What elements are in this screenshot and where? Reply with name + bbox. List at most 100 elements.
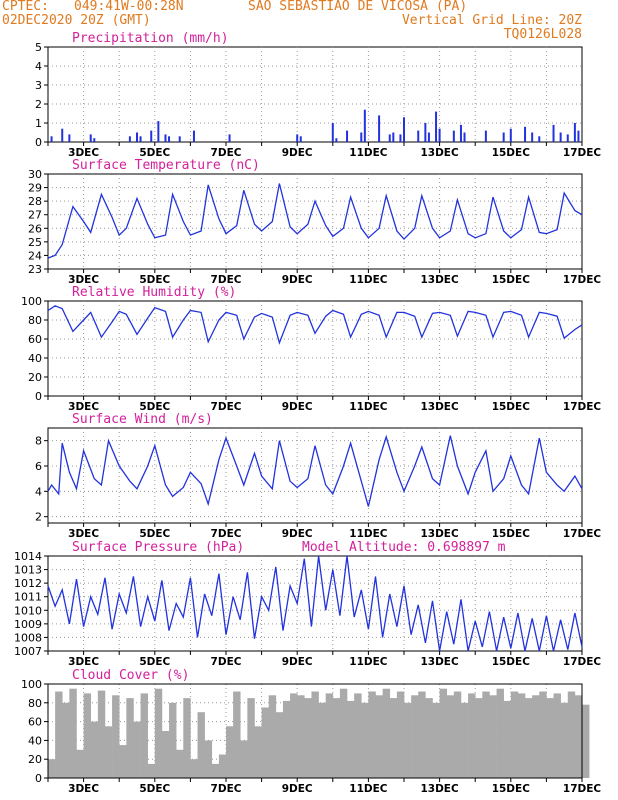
cloud-bar xyxy=(354,693,362,778)
cloud-bar xyxy=(126,698,134,778)
y-tick-label: 1013 xyxy=(14,564,42,577)
precip-bar xyxy=(566,134,569,142)
panel-5: Surface Pressure (hPa) Model Altitude: 0.… xyxy=(14,540,601,668)
precip-bar xyxy=(424,123,427,142)
x-tick-label: 13DEC xyxy=(420,147,459,159)
x-tick-label: 3DEC xyxy=(68,274,99,286)
cloud-bar xyxy=(517,693,526,778)
precip-bar xyxy=(524,126,527,142)
x-tick-label: 3DEC xyxy=(68,401,99,413)
y-tick-label: 20 xyxy=(28,753,42,766)
plot-frame xyxy=(47,300,583,397)
precip-bar xyxy=(452,130,455,142)
precip-bar xyxy=(168,136,171,142)
cloud-bar xyxy=(211,763,220,778)
y-tick-label: 5 xyxy=(35,41,42,54)
cloud-bar xyxy=(311,691,319,778)
cloud-bar xyxy=(275,712,284,778)
panel-annotation: Model Altitude: 0.698897 m xyxy=(302,540,506,555)
cloud-bar xyxy=(396,691,405,778)
precip-bar xyxy=(136,132,138,142)
y-tick-label: 1008 xyxy=(14,631,42,644)
cloud-bar xyxy=(453,691,462,778)
y-tick-label: 60 xyxy=(28,716,42,729)
x-tick-label: 7DEC xyxy=(211,401,242,413)
y-tick-label: 1012 xyxy=(14,577,42,590)
cloud-bar xyxy=(240,740,248,778)
y-tick-label: 80 xyxy=(28,314,42,327)
cloud-bar xyxy=(190,759,198,778)
cloud-bar xyxy=(496,688,504,778)
precip-bar xyxy=(68,134,71,142)
cloud-bar xyxy=(553,693,561,778)
precip-bar xyxy=(573,123,576,142)
x-tick-label: 11DEC xyxy=(349,783,388,795)
x-tick-label: 11DEC xyxy=(349,147,388,159)
y-tick-label: 0 xyxy=(35,390,42,403)
x-tick-label: 15DEC xyxy=(492,656,531,668)
series-line xyxy=(47,305,583,345)
y-tick-label: 28 xyxy=(28,195,42,208)
cloud-bar xyxy=(183,698,191,778)
y-tick-label: 0 xyxy=(35,772,42,785)
cloud-bar xyxy=(76,749,84,778)
precip-bar xyxy=(378,115,381,142)
cloud-bar xyxy=(233,691,241,778)
x-tick-label: 17DEC xyxy=(563,656,602,668)
panel-title: Cloud Cover (%) xyxy=(72,668,189,683)
cloud-bar xyxy=(439,688,448,778)
x-tick-label: 5DEC xyxy=(139,401,170,413)
chart-header: CPTEC: 049:41W-00:28N SAO SEBASTIAO DE V… xyxy=(0,0,618,42)
cloud-bar xyxy=(460,702,469,778)
cloud-bar xyxy=(546,698,554,778)
y-tick-label: 25 xyxy=(28,236,42,249)
x-tick-label: 15DEC xyxy=(492,783,531,795)
precip-bar xyxy=(363,109,366,142)
cloud-bar xyxy=(332,698,341,778)
precip-bar xyxy=(392,132,395,142)
cloud-bar xyxy=(432,702,440,778)
cloud-bar xyxy=(133,721,141,778)
cloud-bar xyxy=(567,691,576,778)
cloud-bar xyxy=(510,691,519,778)
cloud-bar xyxy=(297,695,305,778)
precip-bar xyxy=(463,132,466,142)
precip-bar xyxy=(150,130,153,142)
precip-bar xyxy=(128,136,131,142)
cloud-bar xyxy=(539,691,547,778)
cloud-bar xyxy=(226,726,234,778)
y-tick-label: 80 xyxy=(28,697,42,710)
y-tick-label: 100 xyxy=(21,678,42,691)
precip-bar xyxy=(531,132,534,142)
precip-bar xyxy=(427,132,430,142)
cloud-bar xyxy=(154,688,163,778)
panel-3: Relative Humidity (%) 0 20 40 60 80 100 3DEC 5DE… xyxy=(21,285,601,413)
y-tick-label: 30 xyxy=(28,168,42,181)
precip-bar xyxy=(502,132,505,142)
x-tick-label: 9DEC xyxy=(282,147,313,159)
cloud-bar xyxy=(169,702,177,778)
cloud-bar xyxy=(218,754,227,778)
precip-bar xyxy=(459,124,462,142)
y-tick-label: 100 xyxy=(21,295,42,308)
precip-bar xyxy=(435,111,438,142)
cloud-bar xyxy=(325,693,334,778)
cloud-bar xyxy=(361,702,369,778)
precip-bar xyxy=(509,128,512,142)
x-tick-label: 9DEC xyxy=(282,401,313,413)
x-tick-label: 13DEC xyxy=(420,783,459,795)
y-tick-label: 60 xyxy=(28,333,42,346)
x-tick-label: 11DEC xyxy=(349,274,388,286)
cloud-bar xyxy=(368,691,376,778)
cloud-bar xyxy=(268,695,277,778)
precip-bar xyxy=(484,130,487,142)
x-tick-label: 9DEC xyxy=(282,783,313,795)
cloud-bar xyxy=(48,759,56,778)
x-tick-label: 11DEC xyxy=(349,656,388,668)
series-line xyxy=(47,183,583,259)
x-tick-label: 9DEC xyxy=(282,656,313,668)
cloud-bar xyxy=(261,707,270,778)
cloud-bar xyxy=(574,695,583,778)
x-tick-label: 3DEC xyxy=(68,528,99,540)
